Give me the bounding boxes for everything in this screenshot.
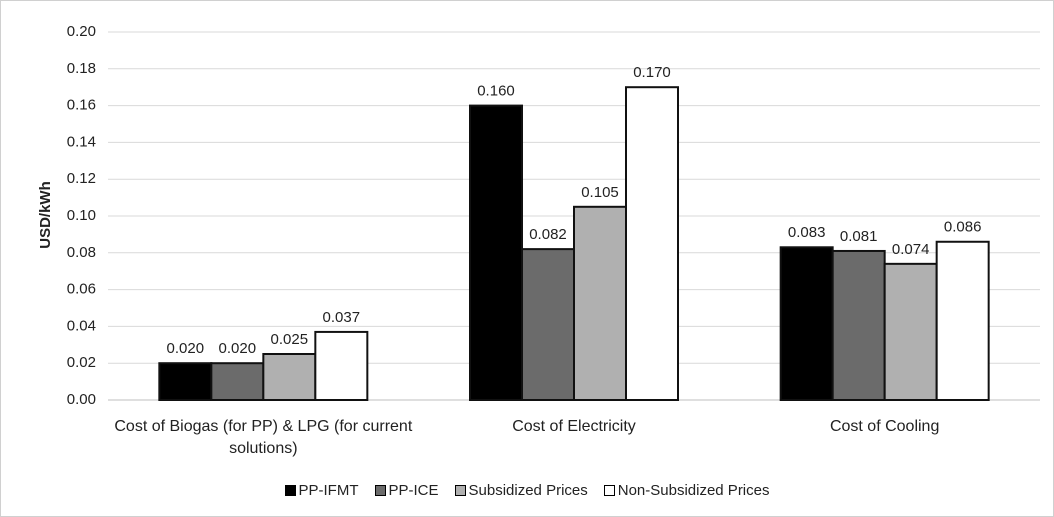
y-tick-label: 0.08 [67,244,96,261]
bar [573,205,627,401]
data-label: 0.082 [529,226,567,243]
y-tick-label: 0.10 [67,207,96,224]
bar [521,248,575,401]
legend-item: Subsidized Prices [454,482,588,499]
bar [779,246,834,401]
data-label: 0.025 [271,331,309,348]
legend-label: Subsidized Prices [468,482,588,499]
bar [158,362,213,402]
data-label: 0.037 [323,309,361,326]
legend-label: PP-ICE [388,482,439,499]
y-tick-label: 0.20 [67,23,96,40]
bar [314,330,369,402]
y-tick-label: 0.14 [67,133,96,150]
bar [935,240,990,401]
data-label: 0.020 [167,340,205,357]
legend-item: PP-IFMT [284,482,359,499]
legend-item: Non-Subsidized Prices [603,482,770,499]
x-tick-label: Cost of Electricity [512,418,636,435]
bar [831,249,886,401]
bar [262,353,317,401]
legend-label: Non-Subsidized Prices [617,482,770,499]
x-tick-label: Cost of Biogas (for PP) & LPG (for curre… [114,418,413,457]
data-label: 0.170 [633,64,671,81]
legend-swatch [603,485,615,496]
legend-item: PP-ICE [374,482,439,499]
y-axis-label: USD/kWh [37,181,54,249]
legend: PP-IFMT PP-ICE Subsidized Prices Non-Subsid… [0,482,1054,499]
y-tick-label: 0.06 [67,281,96,298]
bar [883,262,938,401]
y-tick-label: 0.12 [67,170,96,187]
data-label: 0.160 [477,83,515,100]
legend-label: PP-IFMT [298,482,359,499]
legend-swatch [454,485,466,496]
data-label: 0.083 [788,224,826,241]
data-label: 0.020 [219,340,257,357]
data-label: 0.105 [581,184,619,201]
y-tick-label: 0.02 [67,354,96,371]
data-label: 0.086 [944,219,982,236]
legend-swatch [374,485,386,496]
x-tick-label: Cost of Cooling [829,418,940,435]
data-label: 0.081 [840,228,878,245]
data-label: 0.074 [892,241,930,258]
y-tick-label: 0.16 [67,97,96,114]
bar [210,362,265,402]
y-tick-label: 0.04 [67,317,96,334]
y-tick-label: 0.00 [67,391,96,408]
bar [625,86,679,401]
legend-swatch [284,485,296,496]
y-tick-label: 0.18 [67,60,96,77]
bar [469,104,523,401]
